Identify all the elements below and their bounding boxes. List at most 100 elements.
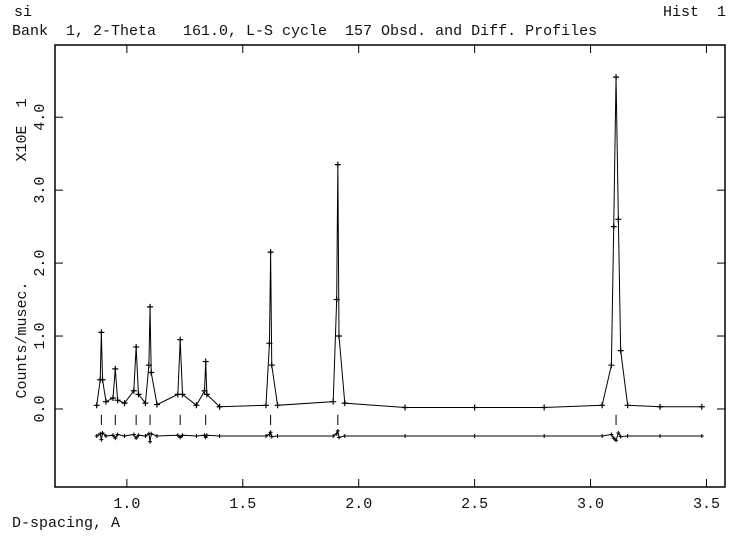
diff-point (98, 431, 103, 436)
obs-point (341, 400, 348, 407)
obs-point (148, 369, 155, 376)
obs-point (267, 249, 274, 256)
obs-point (471, 404, 478, 411)
y-label: Counts/musec. (14, 281, 31, 398)
obs-point (193, 402, 200, 409)
obs-point (599, 402, 606, 409)
diff-point (204, 433, 209, 438)
obs-point (179, 391, 186, 398)
obs-point (142, 400, 149, 407)
obs-point (145, 362, 152, 369)
diff-point (618, 434, 623, 439)
diff-point (699, 433, 704, 438)
obs-point (201, 387, 208, 394)
obs-point (103, 398, 110, 405)
obs-point (615, 216, 622, 223)
obs-point (333, 296, 340, 303)
y-tick-label: 4.0 (32, 104, 49, 131)
diff-point (136, 433, 141, 438)
obs-point (114, 397, 121, 404)
diff-point (342, 433, 347, 438)
obs-point (541, 404, 548, 411)
header-right: Hist 1 (663, 4, 726, 21)
obs-point (121, 400, 128, 407)
diff-point (100, 431, 105, 436)
obs-point (99, 376, 106, 383)
x-tick-label: 2.0 (345, 496, 372, 513)
diff-point (115, 432, 120, 437)
obs-point (109, 395, 116, 402)
obs-point (130, 387, 137, 394)
diff-point (614, 438, 619, 443)
x-tick-label: 3.5 (693, 496, 720, 513)
y-tick-label: 2.0 (32, 250, 49, 277)
obs-point (135, 391, 142, 398)
diff-point (335, 428, 340, 433)
obs-point (657, 403, 664, 410)
obs-point (617, 347, 624, 354)
diff-point (143, 433, 148, 438)
y-tick-label: 1.0 (32, 323, 49, 350)
obs-point (334, 161, 341, 168)
diff-point (331, 433, 336, 438)
x-tick-label: 2.5 (461, 496, 488, 513)
header-left: si (14, 4, 32, 21)
obs-point (610, 223, 617, 230)
diff-point (616, 431, 621, 436)
diff-point (113, 436, 118, 441)
y-tick-label: 3.0 (32, 177, 49, 204)
diff-point (180, 433, 185, 438)
diff-point (275, 433, 280, 438)
obs-point (216, 403, 223, 410)
diff-point (472, 433, 477, 438)
obs-point (402, 404, 409, 411)
diff-point (203, 435, 208, 440)
diff-point (155, 433, 160, 438)
diff-point (268, 430, 273, 435)
diff-point (403, 433, 408, 438)
obs-point (98, 329, 105, 336)
y-tick-label: 0.0 (32, 395, 49, 422)
diff-point (131, 432, 136, 437)
diff-point (148, 439, 153, 444)
diff-point (600, 433, 605, 438)
plot-frame (54, 44, 726, 488)
obs-point (266, 340, 273, 347)
chart-title: Bank 1, 2-Theta 161.0, L-S cycle 157 Obs… (12, 23, 597, 40)
obs-point (177, 336, 184, 343)
obs-point (335, 333, 342, 340)
profile-line (96, 77, 702, 408)
obs-point (133, 343, 140, 350)
diff-point (178, 435, 183, 440)
diff-point (263, 433, 268, 438)
diff-point (122, 433, 127, 438)
obs-point (202, 358, 209, 365)
diff-point (110, 433, 115, 438)
diff-point (269, 434, 274, 439)
y-scale-label: X10E 1 (14, 98, 31, 161)
obs-point (203, 391, 210, 398)
diff-point (94, 433, 99, 438)
diff-point (104, 433, 109, 438)
diff-point (658, 433, 663, 438)
x-label: D-spacing, A (12, 515, 120, 532)
x-tick-label: 1.5 (229, 496, 256, 513)
obs-point (330, 398, 337, 405)
diff-point (267, 432, 272, 437)
obs-point (147, 303, 154, 310)
diff-point (542, 433, 547, 438)
diff-point (609, 432, 614, 437)
obs-point (262, 402, 269, 409)
diff-point (134, 436, 139, 441)
x-tick-label: 3.0 (577, 496, 604, 513)
obs-point (274, 402, 281, 409)
diff-point (611, 436, 616, 441)
x-tick-label: 1.0 (113, 496, 140, 513)
diff-point (217, 433, 222, 438)
obs-point (698, 403, 705, 410)
obs-point (268, 362, 275, 369)
diff-point (625, 433, 630, 438)
diff-point (175, 433, 180, 438)
obs-point (613, 74, 620, 81)
